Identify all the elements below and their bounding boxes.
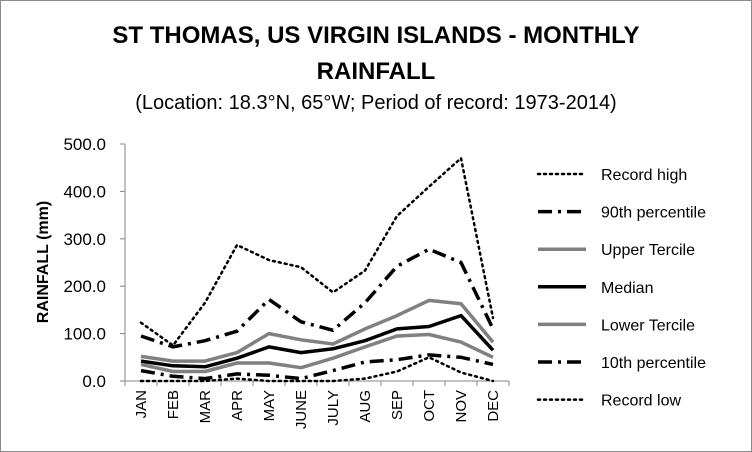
x-tick-label: JAN — [133, 390, 150, 418]
series-line-upper-tercile — [140, 298, 495, 363]
series-line-record-low — [139, 356, 495, 383]
series-line-median — [140, 313, 495, 369]
legend-label-record-high: Record high — [601, 167, 687, 184]
x-tick-label: NOV — [453, 390, 470, 423]
y-axis-label: RAINFALL (mm) — [35, 201, 52, 323]
x-tick-label: AUG — [357, 390, 374, 423]
legend-label-90th-percentile: 90th percentile — [601, 205, 706, 222]
x-tick-label: APR — [229, 390, 246, 421]
x-tick-label: DEC — [485, 390, 502, 422]
plot-area: 500.0 400.0 300.0 200.0 100.0 0.0 JAN FEB MAR APR… — [63, 135, 510, 429]
x-tick-label: MAY — [261, 390, 278, 421]
y-tick-label: 300.0 — [63, 230, 106, 249]
series-line-90th-percentile — [140, 247, 495, 349]
legend-label-median: Median — [601, 280, 653, 297]
legend-label-lower-tercile: Lower Tercile — [601, 317, 695, 334]
y-tick-label: 500.0 — [63, 135, 106, 154]
x-tick-label: FEB — [165, 390, 182, 419]
series-line-10th-percentile — [140, 353, 494, 381]
y-tick-label: 0.0 — [82, 372, 106, 391]
y-tick-label: 100.0 — [63, 325, 106, 344]
x-tick-label: MAR — [197, 390, 214, 424]
x-tick-label: OCT — [421, 390, 438, 422]
chart-title-line-2: RAINFALL — [316, 58, 436, 85]
legend-label-upper-tercile: Upper Tercile — [601, 242, 695, 259]
series-line-record-high — [139, 156, 495, 347]
x-tick-label: JULY — [325, 390, 342, 426]
chart-title-line-1: ST THOMAS, US VIRGIN ISLANDS - MONTHLY — [112, 22, 640, 49]
x-tick-label: JUNE — [293, 390, 310, 429]
x-tick-label: SEP — [389, 390, 406, 420]
y-tick-label: 200.0 — [63, 277, 106, 296]
legend-label-record-low: Record low — [601, 393, 681, 410]
y-tick-label: 400.0 — [63, 182, 106, 201]
legend-label-10th-percentile: 10th percentile — [601, 355, 706, 372]
series-line-lower-tercile — [140, 332, 494, 374]
chart-subtitle: (Location: 18.3°N, 65°W; Period of recor… — [135, 92, 617, 114]
legend: Record high 90th percentile Upper Tercile M… — [536, 167, 706, 410]
